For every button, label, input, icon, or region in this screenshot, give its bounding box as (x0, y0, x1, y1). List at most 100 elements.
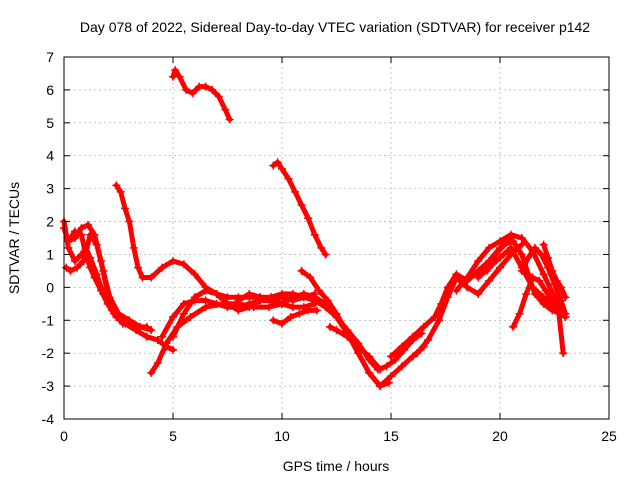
data-point (434, 316, 443, 325)
data-point (208, 85, 217, 94)
data-point (541, 286, 550, 295)
data-point (188, 89, 197, 98)
data-point (321, 250, 330, 259)
data-point (70, 234, 79, 242)
data-point (225, 115, 234, 124)
data-point (343, 332, 352, 341)
data-point (376, 365, 385, 374)
data-point (201, 82, 210, 91)
series-arc-a (61, 225, 176, 353)
data-point (443, 293, 452, 302)
data-point (325, 322, 334, 331)
data-point (354, 342, 363, 351)
data-point (537, 250, 546, 259)
data-point (223, 299, 232, 308)
data-point (147, 273, 156, 282)
series-arc-j (270, 307, 320, 327)
data-point (496, 237, 504, 246)
data-point (125, 217, 134, 226)
y-tick-label: 3 (46, 181, 54, 197)
data-point (234, 296, 243, 305)
y-tick-label: 6 (46, 82, 54, 98)
data-point (153, 336, 162, 345)
data-point (500, 240, 509, 249)
data-point (297, 266, 306, 275)
data-series (60, 66, 570, 391)
data-point (278, 164, 286, 173)
data-point (64, 237, 73, 246)
data-point (66, 266, 75, 275)
data-point (424, 336, 433, 345)
plot-frame (63, 56, 610, 420)
data-point (535, 276, 544, 285)
data-point (116, 187, 125, 196)
data-point (539, 299, 548, 308)
data-point (323, 296, 332, 305)
data-point (158, 332, 167, 341)
data-point (517, 234, 526, 242)
data-point (136, 322, 145, 331)
data-point (169, 332, 177, 341)
chart-title: Day 078 of 2022, Sidereal Day-to-day VTE… (80, 19, 590, 35)
data-point (515, 309, 524, 318)
data-point (212, 289, 221, 298)
data-point (169, 345, 177, 354)
data-point (201, 296, 210, 305)
data-point (190, 270, 199, 279)
data-point (315, 286, 324, 295)
data-point (408, 332, 417, 341)
y-axis-title: SDTVAR / TECUs (6, 182, 22, 294)
data-point (482, 266, 491, 275)
data-point (73, 263, 82, 272)
data-point (153, 359, 162, 368)
data-point (121, 204, 130, 213)
data-point (83, 220, 92, 229)
data-point (162, 339, 171, 348)
data-point (524, 253, 533, 262)
data-point (175, 72, 184, 81)
y-tick-label: 5 (46, 115, 54, 131)
data-point (452, 286, 461, 295)
data-point (299, 293, 308, 302)
data-point (221, 105, 230, 114)
data-point (376, 382, 385, 391)
data-point (408, 352, 417, 361)
data-point (387, 352, 395, 361)
data-point (530, 289, 539, 298)
data-point (317, 243, 326, 252)
data-point (142, 332, 151, 341)
y-tick-label: -1 (42, 312, 55, 328)
data-point (79, 257, 88, 266)
series-arc-m (170, 67, 233, 122)
data-point (310, 289, 319, 298)
data-point (97, 257, 106, 266)
data-point (304, 214, 313, 223)
data-point (509, 322, 518, 331)
data-point (561, 293, 570, 302)
series-arc-u (519, 245, 568, 317)
data-point (413, 349, 422, 358)
axis-ticks (63, 56, 610, 420)
data-point (485, 276, 494, 285)
data-point (186, 312, 195, 321)
data-point (169, 257, 177, 266)
data-point (387, 372, 395, 381)
x-tick-label: 10 (274, 428, 290, 444)
y-tick-label: 0 (46, 279, 54, 295)
data-point (306, 273, 315, 282)
data-point (179, 309, 188, 318)
x-tick-label: 0 (60, 428, 68, 444)
data-point (332, 326, 341, 335)
y-tick-labels: -4 -3 -2 -1 0 1 2 3 4 5 6 7 (42, 49, 55, 427)
data-point (561, 309, 570, 318)
x-axis-title: GPS time / hours (283, 458, 390, 474)
data-point (267, 296, 276, 305)
y-tick-label: -2 (42, 345, 55, 361)
data-point (382, 362, 391, 371)
data-point (147, 326, 156, 335)
y-tick-label: 2 (46, 214, 54, 230)
data-point (310, 230, 319, 239)
data-point (506, 230, 515, 239)
data-point (90, 230, 99, 239)
series-arc-n (270, 159, 329, 257)
